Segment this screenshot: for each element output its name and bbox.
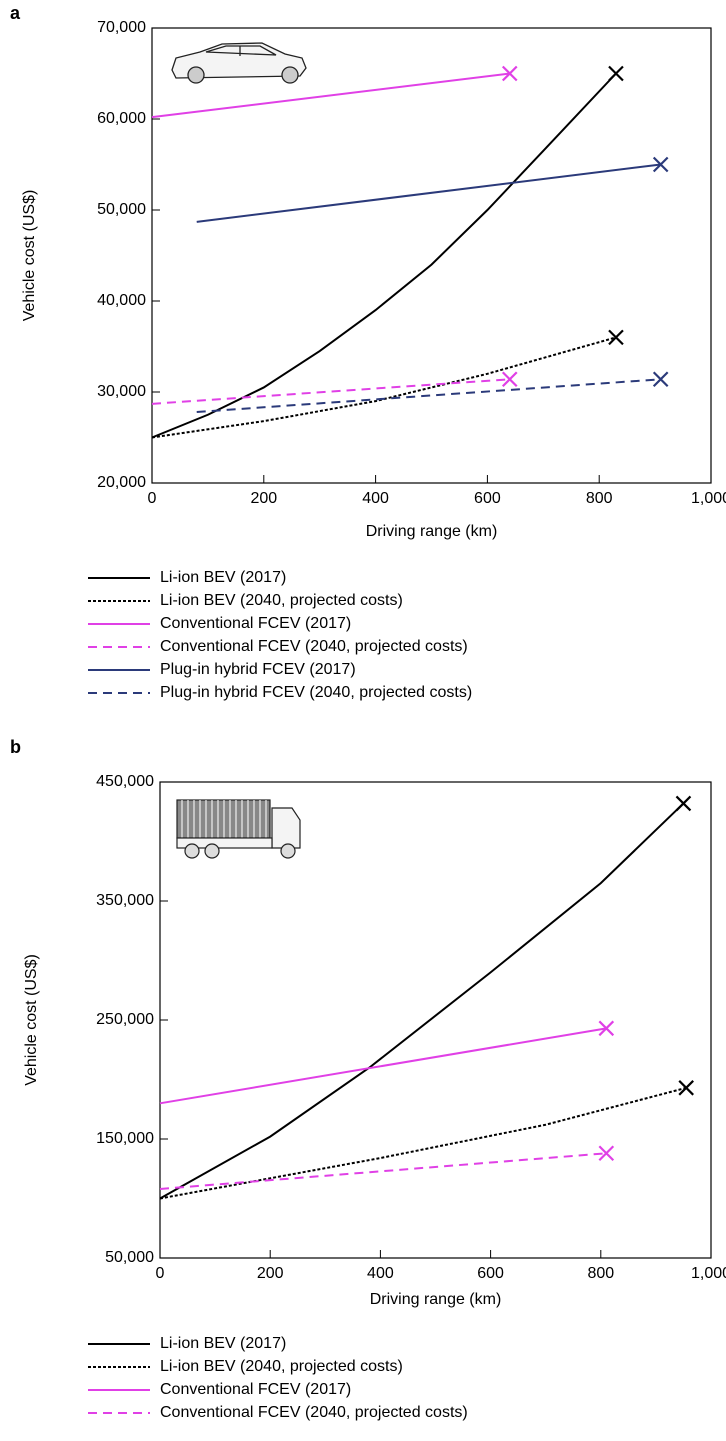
legend-label: Plug-in hybrid FCEV (2017) (160, 661, 356, 678)
y-tick-label: 60,000 (97, 110, 146, 127)
y-tick-label: 70,000 (97, 19, 146, 36)
series-line (151, 336, 617, 439)
end-marker (608, 65, 624, 82)
series-line (151, 72, 617, 439)
end-marker (652, 371, 669, 388)
x-tick-label: 800 (586, 490, 613, 507)
legend-label: Li-ion BEV (2017) (160, 569, 286, 586)
end-marker (598, 1145, 615, 1162)
legend-label: Conventional FCEV (2040, projected costs… (160, 1404, 468, 1421)
y-tick-label: 250,000 (96, 1011, 154, 1028)
x-tick-label: 600 (477, 1265, 504, 1282)
x-tick-label: 400 (367, 1265, 394, 1282)
legend-label: Li-ion BEV (2017) (160, 1335, 286, 1352)
y-tick-label: 20,000 (97, 474, 146, 491)
panel-label: a (10, 3, 21, 23)
plot-frame (151, 27, 712, 484)
x-tick-label: 0 (148, 490, 157, 507)
legend-label: Conventional FCEV (2017) (160, 615, 351, 632)
y-tick-label: 50,000 (97, 201, 146, 218)
end-marker (678, 1080, 694, 1096)
x-tick-label: 1,000 (691, 1265, 726, 1282)
series-line (151, 378, 510, 405)
plot-frame (159, 781, 712, 1259)
car-icon (171, 42, 307, 84)
y-axis-label: Vehicle cost (US$) (23, 954, 40, 1086)
end-marker (501, 65, 518, 82)
x-tick-label: 600 (474, 490, 501, 507)
y-tick-label: 150,000 (96, 1130, 154, 1147)
legend-label: Li-ion BEV (2040, projected costs) (160, 592, 403, 609)
x-tick-label: 200 (250, 490, 277, 507)
series-line (151, 72, 510, 119)
y-tick-label: 50,000 (105, 1249, 154, 1266)
end-marker (608, 329, 624, 346)
end-marker (501, 371, 518, 388)
series-line (196, 163, 661, 223)
legend-label: Li-ion BEV (2040, projected costs) (160, 1358, 403, 1375)
end-marker (598, 1020, 615, 1037)
series-line (196, 378, 661, 414)
legend-label: Conventional FCEV (2040, projected costs… (160, 638, 468, 655)
y-tick-label: 350,000 (96, 892, 154, 909)
series-line (159, 1152, 607, 1190)
y-tick-label: 40,000 (97, 292, 146, 309)
series-line (159, 802, 685, 1200)
x-tick-label: 400 (362, 490, 389, 507)
series-line (159, 1086, 687, 1200)
x-tick-label: 200 (257, 1265, 284, 1282)
x-tick-label: 0 (156, 1265, 165, 1282)
end-marker (652, 156, 669, 173)
x-tick-label: 1,000 (691, 490, 726, 507)
panel-label: b (10, 737, 21, 757)
y-tick-label: 30,000 (97, 383, 146, 400)
legend-label: Conventional FCEV (2017) (160, 1381, 351, 1398)
x-axis-label: Driving range (km) (370, 1291, 502, 1308)
end-marker (675, 795, 692, 812)
x-axis-label: Driving range (km) (366, 523, 498, 540)
y-tick-label: 450,000 (96, 773, 154, 790)
x-tick-label: 800 (587, 1265, 614, 1282)
series-line (159, 1027, 607, 1105)
legend-label: Plug-in hybrid FCEV (2040, projected cos… (160, 684, 472, 701)
y-axis-label: Vehicle cost (US$) (21, 190, 38, 322)
truck-icon (176, 799, 301, 859)
